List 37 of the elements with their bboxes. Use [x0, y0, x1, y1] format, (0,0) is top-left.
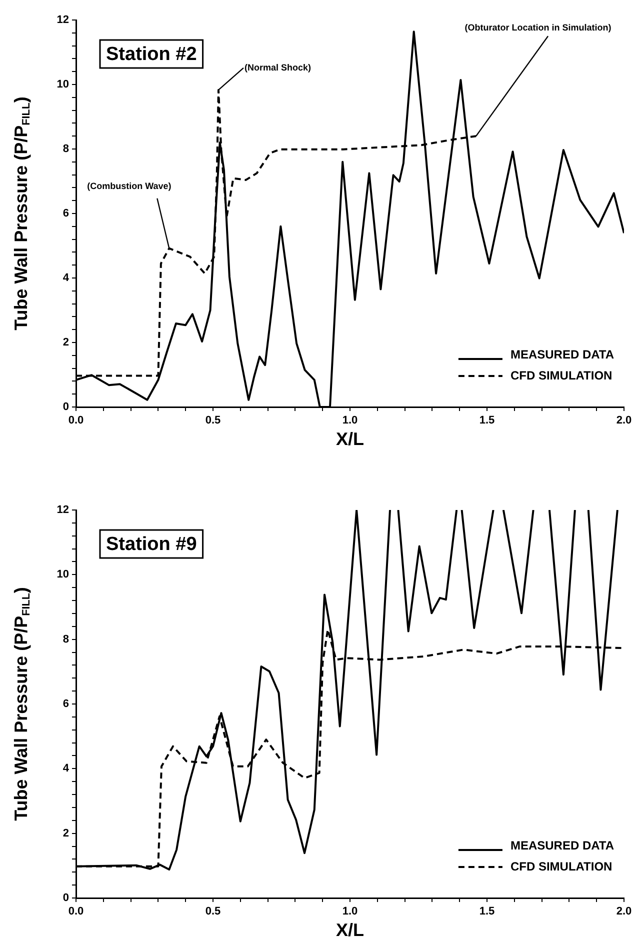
y-tick-label: 12	[56, 504, 69, 516]
legend-label: MEASURED DATA	[510, 347, 614, 362]
y-tick-label: 4	[62, 272, 70, 284]
y-tick-label: 2	[62, 336, 69, 349]
y-tick-label: 12	[56, 14, 69, 26]
x-tick-label: 1.5	[479, 906, 495, 918]
x-tick-label: 1.5	[479, 414, 495, 427]
text: Station #9	[106, 534, 197, 556]
legend-label: CFD SIMULATION	[510, 859, 612, 874]
x-tick-label: 0.5	[205, 414, 221, 427]
y-tick-label: 8	[62, 633, 69, 646]
legend-label: MEASURED DATA	[510, 838, 614, 852]
y-tick-label: 0	[62, 401, 69, 414]
x-tick-label: 2.0	[616, 906, 632, 918]
x-tick-label: 1.0	[342, 414, 358, 427]
x-tick-label: 1.0	[342, 906, 358, 918]
x-tick-label: 0.5	[205, 906, 221, 918]
x-tick-label: 0.0	[68, 906, 84, 918]
annotation: (Combustion Wave)	[87, 180, 172, 191]
annotation: (Obturator Location in Simulation)	[464, 22, 612, 33]
y-tick-label: 10	[56, 78, 69, 91]
text: Station #2	[106, 44, 197, 66]
annotation: (Normal Shock)	[244, 62, 311, 72]
y-tick-label: 0	[62, 892, 69, 904]
x-axis-title: X/L	[336, 428, 364, 449]
y-tick-label: 4	[62, 762, 70, 775]
y-tick-label: 10	[56, 568, 69, 581]
y-tick-label: 2	[62, 827, 69, 840]
y-axis-title: Tube Wall Pressure (P/PFILL)	[10, 587, 32, 821]
legend-label: CFD SIMULATION	[510, 368, 612, 382]
x-tick-label: 0.0	[68, 414, 84, 427]
x-axis-title: X/L	[336, 920, 364, 940]
y-tick-label: 8	[62, 143, 69, 156]
y-axis-title: Tube Wall Pressure (P/PFILL)	[10, 96, 32, 330]
y-tick-label: 6	[62, 208, 69, 220]
y-tick-label: 6	[62, 698, 69, 710]
x-tick-label: 2.0	[616, 414, 632, 427]
